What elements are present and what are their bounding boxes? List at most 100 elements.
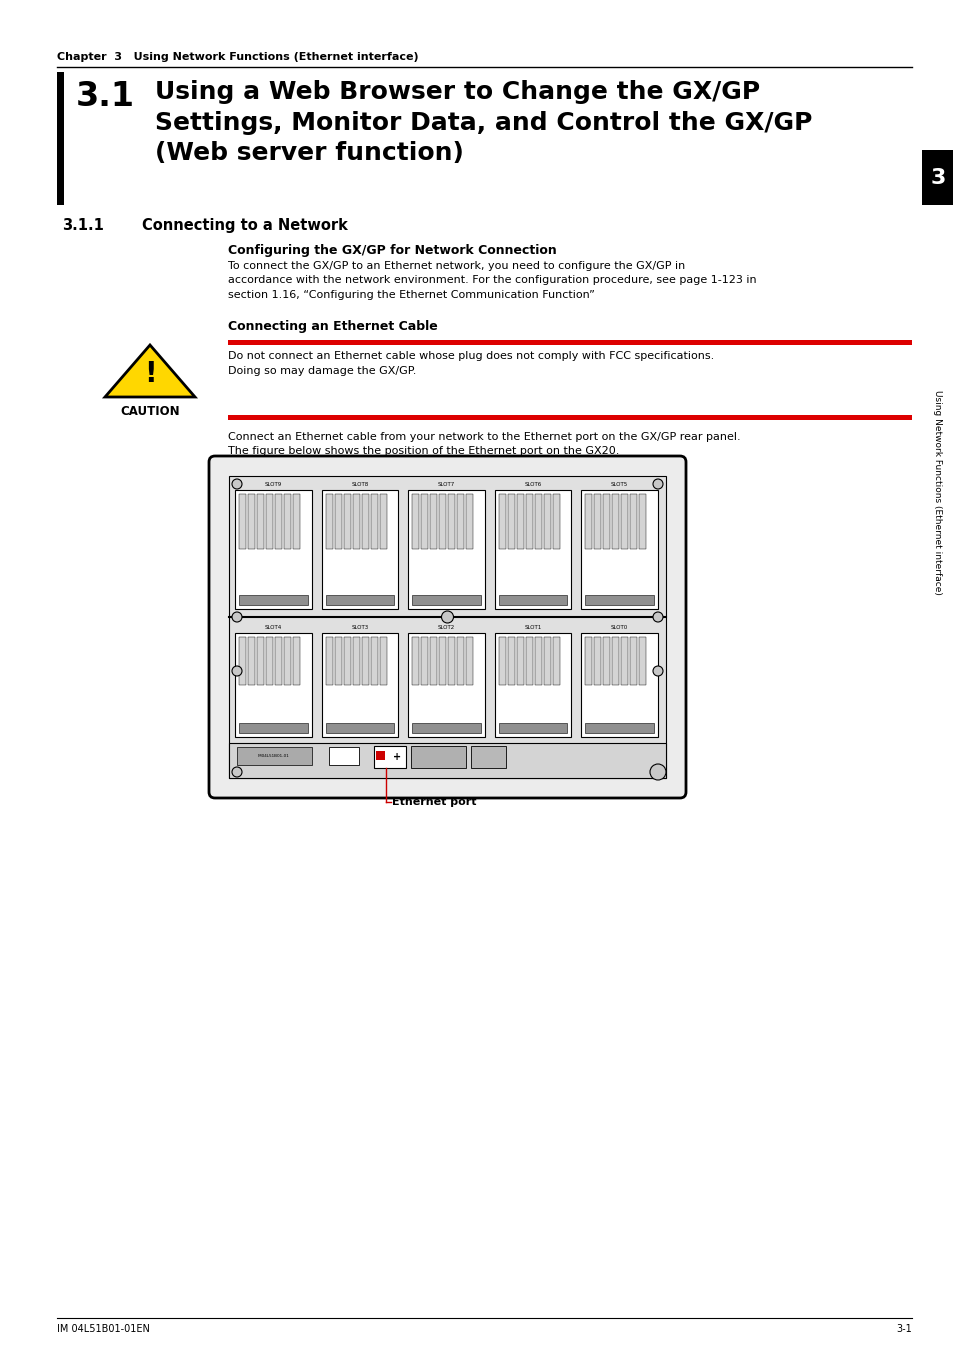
Bar <box>412 637 418 684</box>
Text: SLOT4: SLOT4 <box>264 625 282 630</box>
Bar <box>525 494 532 549</box>
Bar <box>495 490 571 609</box>
Bar <box>335 637 341 684</box>
Circle shape <box>441 612 453 622</box>
Bar <box>256 637 264 684</box>
Text: SLOT2: SLOT2 <box>437 625 455 630</box>
Bar <box>438 494 446 549</box>
Bar <box>552 637 559 684</box>
Text: Configuring the GX/GP for Network Connection: Configuring the GX/GP for Network Connec… <box>228 244 557 256</box>
Circle shape <box>652 479 662 489</box>
Text: Using a Web Browser to Change the GX/GP
Settings, Monitor Data, and Control the : Using a Web Browser to Change the GX/GP … <box>154 80 812 165</box>
Bar <box>525 637 532 684</box>
Bar <box>456 637 464 684</box>
Circle shape <box>652 612 662 622</box>
Bar <box>412 595 480 605</box>
Text: 3.1.1: 3.1.1 <box>62 217 104 234</box>
Bar <box>456 494 464 549</box>
Bar <box>234 633 312 737</box>
Bar <box>325 494 333 549</box>
Circle shape <box>649 764 665 780</box>
Bar <box>580 633 658 737</box>
Bar <box>448 494 455 549</box>
Bar <box>498 494 505 549</box>
Text: IM 04L51B01-01EN: IM 04L51B01-01EN <box>57 1324 150 1334</box>
Bar <box>421 494 428 549</box>
Bar <box>517 494 523 549</box>
Bar <box>630 494 637 549</box>
Bar <box>466 637 473 684</box>
Bar <box>585 595 654 605</box>
Text: !: ! <box>144 359 156 387</box>
Bar <box>274 637 282 684</box>
Bar <box>325 637 333 684</box>
Bar <box>229 477 665 778</box>
Bar <box>517 637 523 684</box>
Bar <box>507 637 515 684</box>
Bar <box>236 747 312 765</box>
Bar <box>466 494 473 549</box>
Bar <box>329 747 358 765</box>
Bar <box>552 494 559 549</box>
Bar <box>543 494 550 549</box>
Bar <box>239 637 246 684</box>
Bar <box>228 340 911 346</box>
Bar <box>639 494 646 549</box>
Bar <box>361 494 368 549</box>
Bar <box>430 637 436 684</box>
Bar <box>284 494 291 549</box>
Bar <box>370 637 377 684</box>
Bar <box>594 494 600 549</box>
Bar <box>408 490 484 609</box>
Text: 3: 3 <box>929 167 944 188</box>
Bar <box>248 494 254 549</box>
Circle shape <box>652 666 662 676</box>
Bar <box>580 490 658 609</box>
Text: SLOT0: SLOT0 <box>611 625 628 630</box>
Bar <box>343 494 351 549</box>
Bar <box>256 494 264 549</box>
Polygon shape <box>105 346 194 397</box>
Text: Chapter  3   Using Network Functions (Ethernet interface): Chapter 3 Using Network Functions (Ether… <box>57 53 418 62</box>
Bar <box>321 633 397 737</box>
Bar <box>585 724 654 733</box>
Circle shape <box>232 666 242 676</box>
Bar <box>293 494 299 549</box>
Bar <box>284 637 291 684</box>
Bar <box>535 637 541 684</box>
Bar <box>234 490 312 609</box>
Bar <box>507 494 515 549</box>
Bar <box>266 494 273 549</box>
Bar <box>612 637 618 684</box>
Text: Connecting an Ethernet Cable: Connecting an Ethernet Cable <box>228 320 437 333</box>
Bar <box>430 494 436 549</box>
Bar <box>412 494 418 549</box>
Circle shape <box>232 612 242 622</box>
Bar <box>498 724 567 733</box>
Text: Connecting to a Network: Connecting to a Network <box>142 217 348 234</box>
Circle shape <box>232 479 242 489</box>
Bar <box>321 490 397 609</box>
Bar <box>594 637 600 684</box>
Bar <box>370 494 377 549</box>
Bar <box>498 637 505 684</box>
Text: Ethernet port: Ethernet port <box>392 796 476 807</box>
Bar <box>495 633 571 737</box>
Bar <box>274 494 282 549</box>
Text: CAUTION: CAUTION <box>120 405 179 418</box>
Bar <box>438 637 446 684</box>
Bar <box>266 637 273 684</box>
Bar <box>612 494 618 549</box>
Bar <box>921 150 953 205</box>
Bar <box>248 637 254 684</box>
Text: Connect an Ethernet cable from your network to the Ethernet port on the GX/GP re: Connect an Ethernet cable from your netw… <box>228 432 740 456</box>
Bar <box>585 637 592 684</box>
Text: SLOT5: SLOT5 <box>611 482 628 487</box>
Bar <box>408 633 484 737</box>
Text: 3-1: 3-1 <box>895 1324 911 1334</box>
Bar <box>421 637 428 684</box>
Bar <box>239 494 246 549</box>
Bar <box>239 724 307 733</box>
Text: SLOT8: SLOT8 <box>351 482 368 487</box>
Text: 3.1: 3.1 <box>76 80 135 113</box>
